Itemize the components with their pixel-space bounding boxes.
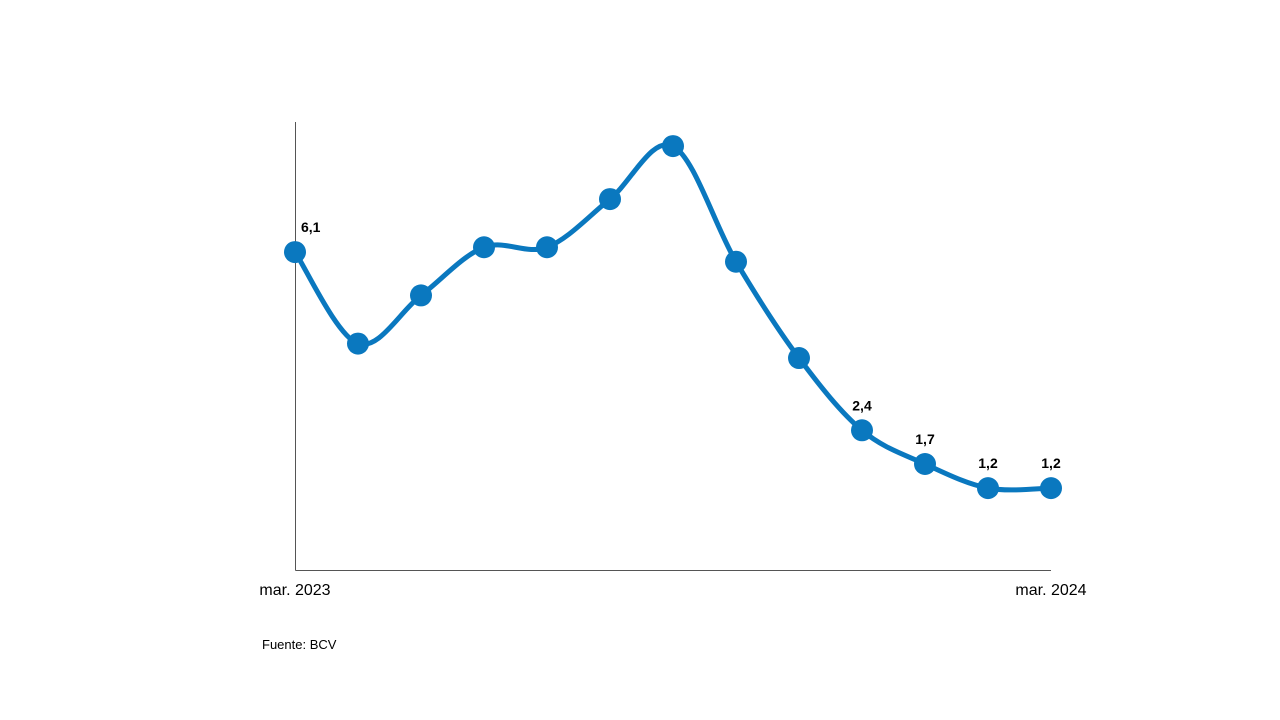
data-labels: 6,1 2,4 1,7 1,2 1,2 xyxy=(301,219,1061,471)
data-point xyxy=(284,241,306,264)
data-label: 1,2 xyxy=(1041,455,1061,471)
series-line xyxy=(292,142,1054,493)
data-label: 6,1 xyxy=(301,219,321,235)
data-points xyxy=(284,135,1062,500)
x-tick-label: mar. 2024 xyxy=(1015,582,1086,599)
data-point xyxy=(410,284,432,307)
data-point xyxy=(851,419,873,442)
data-point xyxy=(788,347,810,370)
data-point xyxy=(473,236,495,259)
data-point xyxy=(977,477,999,500)
x-tick-labels: mar. 2023 mar. 2024 xyxy=(259,582,1086,599)
data-point xyxy=(725,250,747,273)
x-tick-label: mar. 2023 xyxy=(259,582,330,599)
data-point xyxy=(599,188,621,211)
data-point xyxy=(347,332,369,355)
data-label: 1,7 xyxy=(915,431,935,447)
data-point xyxy=(662,135,684,158)
data-label: 1,2 xyxy=(978,455,998,471)
source-note: Fuente: BCV xyxy=(262,637,337,652)
data-point xyxy=(536,236,558,259)
data-label: 2,4 xyxy=(852,397,872,413)
data-point xyxy=(1040,477,1062,500)
data-point xyxy=(914,453,936,476)
